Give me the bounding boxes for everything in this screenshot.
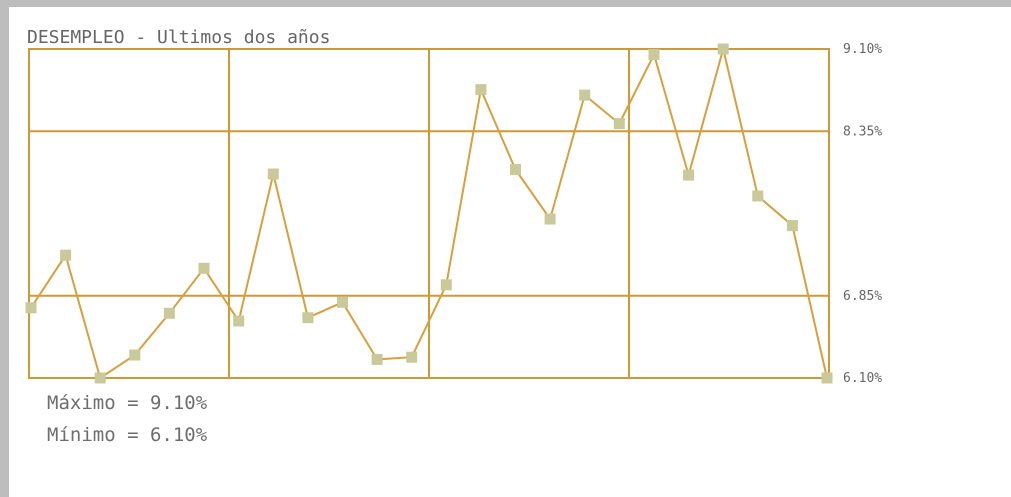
y-axis-ticks: 9.10% 8.35% 6.85% 6.10% <box>843 42 882 386</box>
data-point <box>717 43 729 55</box>
data-point <box>648 49 660 60</box>
line-chart: DESEMPLEO - Ultimos dos años 9.10% 8.35% 6… <box>25 27 882 386</box>
data-point <box>129 349 141 361</box>
data-point <box>752 190 764 202</box>
data-point <box>613 118 625 130</box>
max-value-label: Máximo = 9.10% <box>47 392 208 414</box>
data-point <box>371 353 383 365</box>
data-point <box>406 351 418 363</box>
y-tick-label: 6.85% <box>843 289 882 304</box>
data-point <box>440 279 452 291</box>
data-point <box>233 315 245 327</box>
data-point <box>267 168 279 180</box>
data-point <box>579 89 591 101</box>
chart-title: DESEMPLEO - Ultimos dos años <box>27 27 330 48</box>
y-tick-label: 9.10% <box>843 42 882 57</box>
data-point <box>163 307 175 319</box>
data-point <box>302 312 314 324</box>
data-point <box>544 213 556 225</box>
data-point <box>94 372 106 384</box>
data-point <box>821 372 833 384</box>
y-tick-label: 8.35% <box>843 124 882 139</box>
data-point <box>683 169 695 181</box>
data-point <box>198 262 210 274</box>
data-point <box>786 220 798 232</box>
y-tick-label: 6.10% <box>843 371 882 386</box>
grid-layer <box>28 48 830 379</box>
min-value-label: Mínimo = 6.10% <box>47 424 208 446</box>
data-point <box>510 164 521 176</box>
data-point <box>60 249 72 261</box>
data-point <box>475 84 487 96</box>
data-point <box>25 302 37 314</box>
data-point <box>337 296 348 308</box>
series-line <box>30 48 828 380</box>
series-layer <box>25 43 833 384</box>
